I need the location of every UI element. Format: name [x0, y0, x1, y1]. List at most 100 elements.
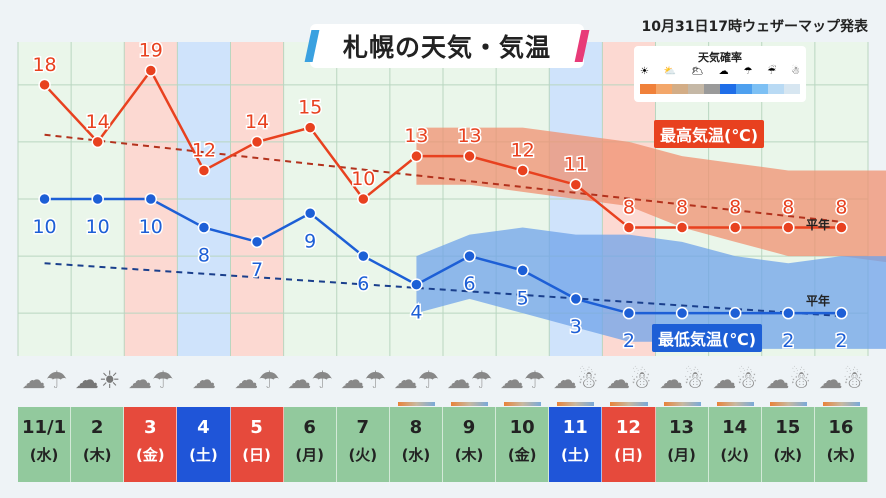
cloud-umbrella-icon: ☁☂	[128, 366, 174, 394]
date-cell: 6 (月)	[283, 407, 337, 482]
day-weather-cell: ☁☂	[443, 362, 496, 406]
day-weather-cell: ☁☂	[284, 362, 337, 406]
day-weather-cell: ☁☃	[656, 362, 709, 406]
low-temp-point	[197, 221, 211, 234]
day-weather-cell: ☁☃	[762, 362, 815, 406]
high-temp-value-label: 10	[351, 168, 375, 190]
weekday-label: (水)	[773, 446, 803, 464]
low-temp-point	[91, 192, 104, 206]
cloud-snowman-icon: ☁☃	[712, 366, 758, 394]
legend-icons: ☀ ⛅ 🌥 ☁ ☂ ☔ ☃	[640, 66, 800, 80]
high-temp-point	[782, 221, 795, 234]
weekday-label: (木)	[826, 446, 856, 464]
cloud-umbrella-icon: ☁☂	[287, 366, 333, 394]
date-label: 7	[356, 417, 370, 438]
normal-high-label: 平年	[806, 218, 831, 232]
high-temp-point	[675, 221, 689, 234]
high-temp-value-label: 8	[835, 197, 847, 219]
date-label: 16	[828, 417, 854, 438]
low-temp-point	[38, 192, 51, 206]
legend-swatch	[736, 84, 752, 94]
high-temp-point	[728, 221, 742, 234]
legend-title: 天気確率	[698, 51, 742, 64]
low-temp-point	[410, 278, 423, 291]
cloud-umbrella-icon: ☁☂	[234, 366, 280, 394]
high-temp-point	[91, 135, 104, 149]
day-weather-cell: ☁☃	[815, 362, 868, 406]
low-temp-value-label: 2	[782, 330, 794, 352]
high-temp-label: 最高気温(℃)	[654, 120, 765, 148]
weather-probability-strip	[716, 402, 754, 406]
umbrella-icon: ☂	[743, 66, 753, 77]
cloud-umbrella-icon: ☁☂	[393, 366, 440, 394]
date-cell: 13 (月)	[655, 407, 709, 482]
high-temp-point	[622, 221, 636, 234]
probability-legend: 天気確率 ☀ ⛅ 🌥 ☁ ☂ ☔ ☃	[634, 46, 806, 102]
date-row: 11/1 (水) 2 (木) 3 (金) 4 (土) 5 (日) 6 (月) 7 (火) 8 (水) 9 (木) 1…	[18, 407, 868, 482]
normal-low-label: 平年	[806, 294, 831, 308]
low-temp-point	[516, 264, 529, 277]
legend-swatch	[656, 84, 672, 94]
date-label: 8	[409, 417, 423, 438]
high-temp-value-label: 12	[511, 139, 535, 161]
low-temp-value-label: 5	[517, 287, 529, 309]
low-temp-point	[303, 207, 317, 220]
low-temp-label: 最低気温(℃)	[652, 324, 763, 352]
high-temp-point	[38, 78, 51, 92]
low-temp-value-label: 10	[86, 216, 110, 238]
weather-probability-strip	[822, 402, 860, 406]
day-weather-cell: ☁☂	[124, 362, 177, 406]
date-cell: 11/1 (水)	[18, 407, 72, 482]
high-temp-value-label: 14	[86, 111, 110, 133]
weekday-label: (土)	[189, 446, 218, 464]
high-temp-point	[410, 149, 423, 163]
cloud-icon: ☁	[191, 366, 216, 394]
low-temp-value-label: 9	[304, 230, 316, 252]
low-temp-value-label: 7	[251, 259, 263, 281]
day-weather-cell: ☁☂	[18, 362, 71, 406]
date-cell: 7 (火)	[336, 407, 390, 482]
day-weather-cell: ☁☃	[549, 362, 602, 406]
date-label: 11	[562, 417, 588, 438]
weather-icon-row: ☁☂ ☁☀ ☁☂ ☁ ☁☂ ☁☂ ☁☂ ☁☂ ☁☂ ☁☂ ☁☃ ☁☃ ☁☃ ☁☃ ☁☃ ☁☃	[18, 362, 868, 406]
low-temp-value-label: 6	[464, 273, 476, 295]
cloud-umbrella-icon: ☁☂	[340, 366, 387, 394]
high-temp-point	[357, 192, 370, 206]
high-temp-value-label: 18	[32, 54, 56, 76]
weekday-label: (金)	[135, 446, 165, 464]
weather-probability-strip	[769, 402, 807, 406]
weather-probability-strip	[663, 402, 701, 406]
normal-low-line	[44, 262, 842, 318]
low-temp-point	[622, 306, 636, 320]
date-cell: 11 (土)	[549, 407, 603, 482]
low-temp-point	[144, 192, 158, 206]
legend-color-scale	[640, 84, 800, 94]
legend-swatch	[752, 84, 768, 94]
legend-swatch	[704, 84, 720, 94]
low-temp-point	[250, 235, 264, 249]
low-temp-value-label: 2	[623, 330, 635, 352]
date-label: 12	[615, 417, 641, 438]
date-cell: 8 (水)	[389, 407, 443, 482]
date-cell: 16 (木)	[814, 407, 868, 482]
weather-probability-strip	[397, 402, 435, 406]
date-cell: 9 (木)	[443, 407, 497, 482]
low-temp-line	[44, 197, 842, 315]
cloud-snowman-icon: ☁☃	[606, 366, 652, 394]
high-temp-point	[463, 149, 476, 163]
cloud-umbrella-icon: ☁☂	[499, 366, 546, 394]
date-cell: 12 (日)	[602, 407, 656, 482]
low-temp-value-label: 2	[835, 330, 847, 352]
umbrella-snow-icon: ☔	[767, 66, 777, 77]
high-temp-point	[569, 178, 583, 191]
legend-swatch	[688, 84, 704, 94]
low-temp-point	[835, 306, 848, 320]
legend-swatch	[768, 84, 784, 94]
date-cell: 2 (木)	[71, 407, 125, 482]
high-temp-point	[835, 221, 848, 234]
date-label: 14	[722, 417, 748, 438]
high-temp-value-label: 8	[782, 197, 794, 219]
low-temp-point	[782, 306, 795, 320]
day-weather-cell: ☁	[177, 362, 230, 406]
high-temp-value-label: 12	[192, 139, 216, 161]
